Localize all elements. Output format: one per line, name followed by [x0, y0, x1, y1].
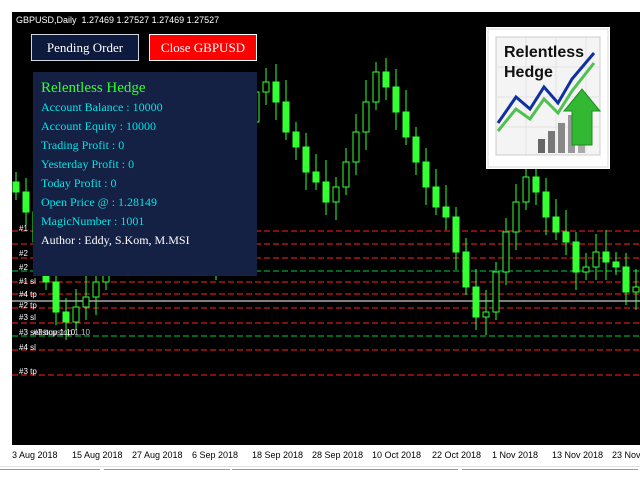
level-label: #1 sl: [19, 277, 36, 286]
candle-body: [282, 101, 290, 133]
candle-body: [52, 281, 60, 313]
date-tick-label: 23 Nov: [612, 450, 640, 460]
date-tick-label: 1 Nov 2018: [492, 450, 539, 460]
author-line: Author : Eddy, S.Kom, M.MSI: [41, 233, 190, 247]
candle-body: [582, 266, 590, 273]
candle-body: [92, 281, 100, 298]
magic-number: MagicNumber : 1001: [41, 214, 145, 228]
candle-body: [502, 231, 510, 273]
candle-body: [512, 201, 520, 233]
date-tick-label: 28 Sep 2018: [312, 450, 364, 460]
candle-body: [382, 71, 390, 88]
candle-body: [432, 186, 440, 208]
level-label: #2: [19, 263, 28, 272]
date-tick-label: 22 Oct 2018: [432, 450, 482, 460]
candle-body: [362, 101, 370, 133]
candle-body: [572, 241, 580, 273]
candle-body: [82, 296, 90, 308]
date-tick-label: 6 Sep 2018: [192, 450, 239, 460]
candle-body: [482, 311, 490, 318]
level-label: #2: [19, 249, 28, 258]
candle-body: [72, 306, 80, 323]
level-label: #3 sellstop 1.10: [19, 328, 76, 337]
relentless-hedge-logo: Relentless Hedge: [486, 27, 610, 169]
candle-body: [392, 86, 400, 113]
candle-body: [522, 176, 530, 203]
date-tick-label: 3 Aug 2018: [12, 450, 58, 460]
level-label: #2 tp: [19, 301, 37, 310]
candle-body: [322, 181, 330, 203]
trading-profit: Trading Profit : 0: [41, 138, 125, 152]
close-symbol-button[interactable]: Close GBPUSD: [149, 34, 257, 61]
pending-order-button[interactable]: Pending Order: [31, 34, 139, 61]
today-profit: Today Profit : 0: [41, 176, 117, 190]
candle-body: [492, 271, 500, 313]
level-label: #1: [19, 224, 28, 233]
candle-body: [292, 131, 300, 148]
candle-body: [262, 81, 270, 93]
candle-body: [602, 251, 610, 263]
ea-info-panel: Relentless Hedge Account Balance : 10000…: [33, 72, 257, 276]
account-equity: Account Equity : 10000: [41, 119, 156, 133]
candle-body: [372, 71, 380, 103]
level-label: #3 sl: [19, 313, 36, 322]
svg-text:Hedge: Hedge: [504, 64, 553, 81]
svg-text:Relentless: Relentless: [504, 44, 584, 61]
candle-body: [272, 81, 280, 103]
candle-body: [422, 161, 430, 188]
candle-body: [342, 161, 350, 188]
candle-body: [552, 216, 560, 233]
logo-graphic: Relentless Hedge: [487, 28, 609, 168]
candle-body: [452, 216, 460, 253]
level-label: #4 tp: [19, 290, 37, 299]
date-tick-label: 15 Aug 2018: [72, 450, 123, 460]
account-balance: Account Balance : 10000: [41, 100, 163, 114]
open-price: Open Price @ : 1.28149: [41, 195, 158, 209]
date-axis: 3 Aug 2018 15 Aug 2018 27 Aug 2018 6 Sep 20…: [12, 447, 640, 465]
candle-body: [532, 176, 540, 193]
candle-body: [352, 131, 360, 163]
candle-body: [402, 111, 410, 138]
level-label-overlay: #3 buystop 1.10: [33, 328, 90, 337]
candle-body: [332, 186, 340, 203]
candle-body: [412, 136, 420, 163]
date-tick-label: 27 Aug 2018: [132, 450, 183, 460]
date-tick-label: 13 Nov 2018: [552, 450, 604, 460]
candle-body: [22, 191, 30, 213]
candle-body: [592, 251, 600, 268]
candle-body: [542, 191, 550, 218]
candle-body: [312, 171, 320, 183]
candle-body: [62, 311, 70, 323]
yesterday-profit: Yesterday Profit : 0: [41, 157, 135, 171]
level-label: #3 tp: [19, 367, 37, 376]
candle-body: [472, 286, 480, 318]
date-tick-label: 10 Oct 2018: [372, 450, 422, 460]
candle-body: [562, 231, 570, 243]
panel-title: Relentless Hedge: [41, 80, 146, 96]
chart-scroll-strip[interactable]: [0, 466, 640, 481]
candle-body: [302, 146, 310, 173]
candle-body: [12, 181, 20, 193]
candle-body: [632, 286, 640, 293]
candle-body: [462, 251, 470, 288]
symbol-info-line: GBPUSD,Daily 1.27469 1.27527 1.27469 1.2…: [16, 15, 220, 25]
date-tick-label: 18 Sep 2018: [252, 450, 304, 460]
level-label: #4 sl: [19, 343, 36, 352]
candle-body: [622, 266, 630, 293]
candle-body: [612, 261, 620, 268]
candle-body: [442, 206, 450, 218]
